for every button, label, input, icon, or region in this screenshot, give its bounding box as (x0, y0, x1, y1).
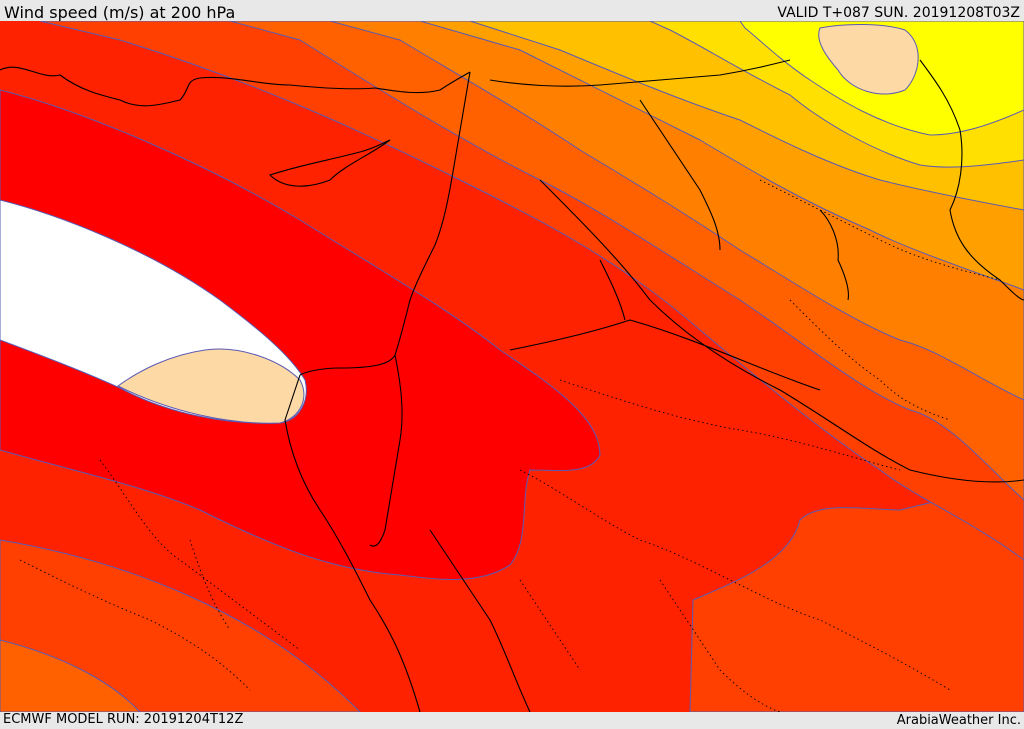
band-red-core (0, 89, 601, 580)
map-title: Wind speed (m/s) at 200 hPa (4, 3, 236, 22)
band-tan-nile-delta (117, 348, 305, 424)
header-bar: Wind speed (m/s) at 200 hPa VALID T+087 … (0, 0, 1024, 22)
model-run-label: ECMWF MODEL RUN: 20191204T12Z (3, 712, 244, 727)
band-orange-sw (0, 639, 141, 712)
credit-label: ArabiaWeather Inc. (896, 713, 1021, 728)
wind-speed-map (0, 21, 1024, 712)
map-area (0, 21, 1024, 712)
band-tan-ne (818, 24, 919, 95)
internal-boundaries (19, 179, 1001, 712)
valid-time: VALID T+087 SUN. 20191208T03Z (777, 5, 1020, 21)
band-orange-red-sw (0, 539, 361, 712)
footer-bar: ECMWF MODEL RUN: 20191204T12Z ArabiaWeat… (0, 712, 1024, 729)
coastlines (0, 59, 1024, 712)
